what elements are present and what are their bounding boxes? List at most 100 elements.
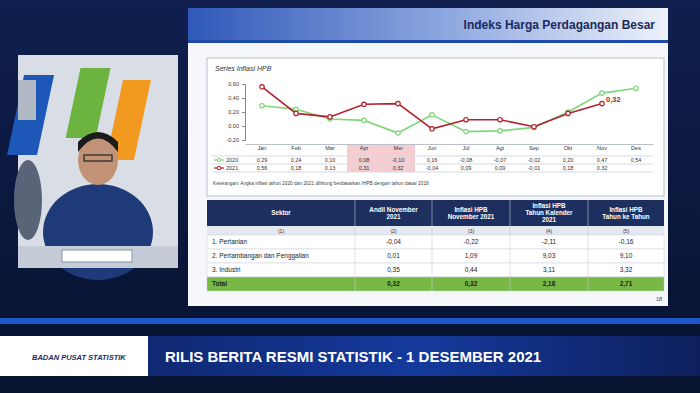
value-label: 0,31 [359,165,370,171]
person-background [14,160,42,240]
value-label: -0,01 [528,165,541,171]
logo-shape [66,68,111,138]
y-tick-mark [242,112,245,113]
x-tick: Mei [394,144,403,151]
series-marker [532,125,536,129]
legend-label: 2020 [226,157,238,163]
table-cell: 3,32 [620,266,633,273]
x-tick-label: Mar [325,145,335,151]
y-tick-label: -0,20 [226,137,239,143]
table-cell: 0,32 [387,280,400,288]
table-column-rule [355,200,356,291]
table-header-bg [207,200,664,226]
x-axis-line [246,144,654,145]
series-marker [498,129,502,133]
x-tick-label: Okt [564,145,573,151]
table-cell: 0,44 [465,266,478,273]
legend-marker [217,166,221,170]
column-highlight [381,144,415,172]
name-plate [62,250,132,262]
table-header: Inflasi HPBNovember 2021 [448,206,495,220]
table-header: Inflasi HPBTahun Kalender2021 [525,202,573,223]
value-label: -0,04 [426,165,439,171]
speaker-hair [78,132,118,152]
series-marker [396,101,400,105]
x-tick: Jan [258,144,267,151]
y-tick: 0,00 [228,123,245,129]
chart: Series Inflasi HPB -0,20 0,00 0,20 0,40 0,60 0… [207,58,664,196]
table-cell: -2,11 [542,238,557,245]
table-cell: 2,71 [620,280,633,288]
table-cell: -0,04 [386,238,401,245]
y-tick: 0,60 [228,81,245,87]
plot-marks [260,85,638,136]
slide: Indeks Harga Perdagangan Besar 18 Series I… [188,8,668,306]
banner-title: RILIS BERITA RESMI STATISTIK - 1 DESEMBE… [165,348,541,365]
x-tick: Agt [496,144,505,151]
page-number: 18 [656,296,662,302]
series-marker [294,111,298,115]
speaker-video [7,55,178,280]
series-marker [260,85,264,89]
value-label: 0,13 [325,165,336,171]
table-row-bg [207,235,664,249]
series-marker [430,113,434,117]
table-column-number: (4) [546,228,552,234]
value-label: -0,10 [392,157,405,163]
logo-shape [7,75,54,155]
table-column-rule [510,200,511,291]
speaker-glasses [84,155,112,161]
table-header: Sektor [271,209,291,216]
screen: Indeks Harga Perdagangan Besar 18 Series I… [0,0,700,393]
x-tick-label: Agt [496,145,505,151]
slide-background [188,8,668,306]
table-cell: 9,10 [620,252,633,259]
table-row-bg [207,277,664,291]
value-label: 0,16 [427,157,438,163]
y-tick-label: 0,00 [228,123,239,129]
x-tick: Des [631,144,641,151]
table-cell: 1. Pertanian [212,238,247,245]
slide-header [188,8,668,40]
x-tick: Feb [291,144,300,151]
series-marker [566,111,570,115]
y-tick-label: 0,40 [228,95,239,101]
series-marker [464,129,468,133]
x-tick-label: Apr [360,145,369,151]
value-label: 0,20 [563,157,574,163]
table-cell: Total [212,280,227,287]
table-rule [212,172,653,173]
value-label: 0,47 [597,157,608,163]
x-tick: Jul [462,144,469,151]
x-tick-label: Jul [462,145,469,151]
legend-marker [217,158,221,162]
chart-title: Series Inflasi HPB [215,65,272,72]
series-marker [600,101,604,105]
y-tick: 0,40 [228,95,245,101]
table-header: Andil November2021 [369,206,418,220]
column-highlight [347,144,381,172]
table-cell: 1,09 [465,252,478,259]
slide-title: Indeks Harga Perdagangan Besar [464,18,656,32]
value-label: -0,02 [528,157,541,163]
table-cell: 2. Pertambangan dan Penggalian [212,252,309,260]
annotation: 0,32 [606,95,621,104]
series-marker [600,91,604,95]
table-column-number: (5) [623,228,629,234]
value-label: 0,10 [325,157,336,163]
table-cell: 3,11 [543,266,556,273]
x-tick-label: Jan [258,145,267,151]
series-marker [362,118,366,122]
series-line [262,87,602,129]
x-tick-label: Mei [394,145,403,151]
table-column-rule [588,200,589,291]
y-tick-mark [242,140,245,141]
table-cell: -0,22 [464,238,479,245]
value-label: 0,56 [257,165,268,171]
slide-header-rule [188,40,668,43]
x-tick-label: Jun [428,145,437,151]
footnote: Keterangan: Angka inflasi tahun 2020 dan… [213,181,429,186]
value-label: 0,09 [461,165,472,171]
x-tick: Sep [529,144,539,151]
x-tick: Apr [360,144,369,151]
